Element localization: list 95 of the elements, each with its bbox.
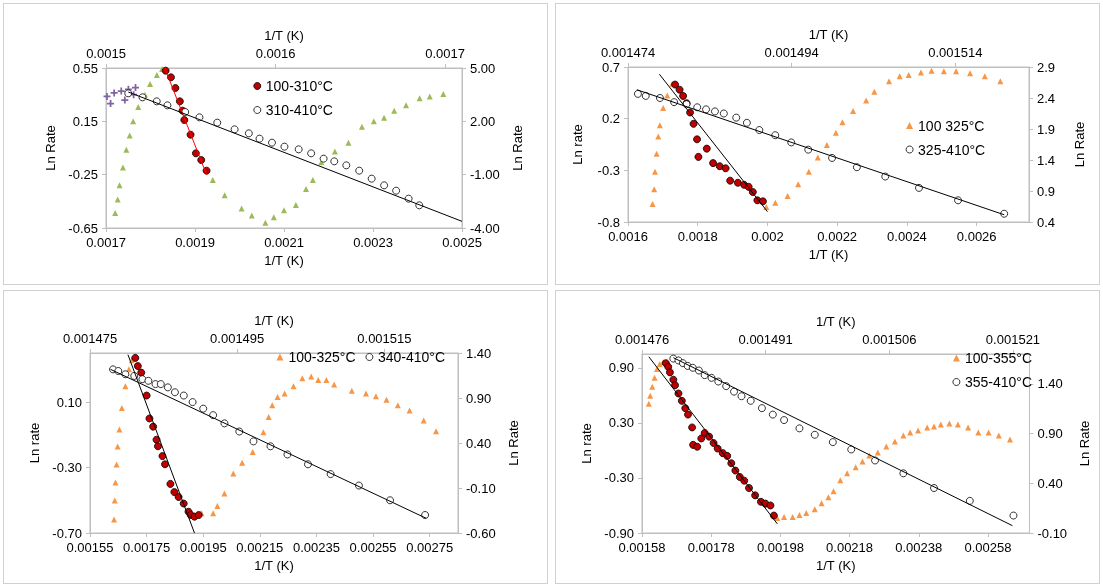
x2-tick-label: 0.001474 (600, 45, 656, 60)
x-axis-title: 1/T (K) (264, 253, 304, 268)
x-tick-label: 0.00275 (406, 540, 454, 555)
y-tick-label: -0.3 (597, 162, 620, 178)
x2-tick-label: 0.001506 (862, 332, 917, 347)
x-tick-label: 0.00215 (236, 540, 284, 555)
x2-tick-label: 0.001491 (738, 332, 793, 347)
y2-tick-label: 1.4 (1037, 152, 1056, 168)
x-tick-label: 0.00175 (123, 540, 171, 555)
x2-tick-label: 0.001494 (764, 45, 819, 60)
y-tick-label: 0.2 (601, 111, 620, 127)
legend-label: 355-410°C (964, 374, 1033, 390)
x-tick-label: 0.00218 (826, 540, 874, 555)
x2-tick-label: 0.0017 (425, 46, 465, 61)
y-tick-label: -0.8 (597, 214, 620, 230)
y-tick-label: 0.15 (72, 113, 98, 129)
x2-axis-title: 1/T (K) (815, 314, 856, 330)
y2-tick-label: 0.90 (1037, 426, 1063, 442)
x-tick-label: 0.0016 (608, 229, 648, 244)
legend-label: 310-410°C (265, 102, 333, 118)
x-axis-title: 1/T (K) (254, 558, 294, 573)
x2-tick-label: 0.0015 (86, 46, 126, 61)
x-tick-label: 0.00158 (618, 540, 666, 555)
y-tick-label: -0.30 (604, 470, 634, 486)
y2-tick-label: 1.9 (1037, 121, 1056, 137)
x-axis-title: 1/T (K) (815, 558, 856, 573)
x2-tick-label: 0.001521 (985, 332, 1041, 347)
x2-tick-label: 0.001515 (357, 331, 412, 346)
x-tick-label: 0.00255 (349, 540, 397, 555)
legend-label: 100-325°C (288, 349, 356, 365)
y2-tick-label: 2.00 (470, 113, 496, 129)
y2-axis-title: Ln Rate (1077, 420, 1092, 467)
y-tick-label: 0.55 (72, 60, 98, 76)
y2-tick-label: 5.00 (470, 60, 496, 76)
x-tick-label: 0.0023 (353, 235, 393, 250)
x2-axis-title: 1/T (K) (254, 313, 294, 329)
x-tick-label: 0.0025 (442, 235, 482, 250)
y-axis-title: Ln rate (570, 124, 585, 165)
y2-tick-label: -1.00 (470, 167, 500, 183)
y2-tick-label: 0.40 (1037, 475, 1063, 491)
y2-tick-label: 0.90 (466, 390, 492, 406)
legend-label: 100-310°C (265, 78, 333, 94)
legend-label: 340-410°C (377, 349, 446, 365)
y2-tick-label: 0.40 (466, 435, 492, 451)
x-tick-label: 0.0021 (264, 235, 304, 250)
y-tick-label: -0.70 (52, 525, 82, 541)
y2-tick-label: -0.60 (466, 525, 496, 541)
x-tick-label: 0.00235 (292, 540, 340, 555)
x-tick-label: 0.00155 (66, 540, 114, 555)
legend-label: 100 325°C (918, 117, 985, 134)
x2-axis-title: 1/T (K) (808, 27, 849, 43)
x-tick-label: 0.00198 (756, 540, 804, 555)
x-tick-label: 0.0017 (86, 235, 126, 250)
y-axis-title: Ln rate (27, 422, 43, 464)
y-tick-label: 0.90 (608, 360, 634, 376)
y-tick-label: -0.25 (68, 167, 98, 183)
x-tick-label: 0.00258 (964, 540, 1012, 555)
y2-axis-title: Ln Rate (505, 420, 521, 466)
y2-tick-label: 0.4 (1037, 214, 1056, 230)
x-tick-label: 0.0018 (677, 229, 718, 244)
y-tick-label: 0.10 (56, 394, 82, 410)
legend-label: 100-355°C (964, 350, 1033, 366)
y2-axis-title: Ln Rate (509, 125, 525, 171)
x2-tick-label: 0.001495 (210, 331, 265, 346)
x-tick-label: 0.00195 (179, 540, 227, 555)
x-tick-label: 0.0024 (887, 229, 927, 244)
x2-tick-label: 0.0016 (255, 46, 296, 61)
x-tick-label: 0.00238 (895, 540, 943, 555)
y-tick-label: -0.65 (68, 220, 98, 236)
x-axis-title: 1/T (K) (808, 247, 849, 262)
y-axis-title: Ln rate (579, 423, 595, 464)
y-axis-title: Ln Rate (43, 125, 59, 171)
y2-tick-label: -0.10 (466, 480, 496, 496)
x2-tick-label: 0.001475 (62, 331, 118, 346)
y2-tick-label: -0.10 (1037, 525, 1068, 541)
x-tick-label: 0.00178 (687, 540, 735, 555)
y2-tick-label: 1.40 (466, 345, 492, 361)
y-tick-label: 0.30 (608, 415, 634, 431)
x-tick-label: 0.0022 (817, 229, 858, 244)
y2-tick-label: 0.9 (1037, 183, 1056, 199)
x2-tick-label: 0.001476 (614, 332, 670, 347)
x-tick-label: 0.002 (751, 229, 784, 244)
y2-axis-title: Ln Rate (1072, 121, 1087, 168)
x2-tick-label: 0.001514 (928, 45, 983, 60)
y-tick-label: -0.30 (52, 460, 82, 476)
legend-label: 325-410°C (918, 141, 986, 158)
x-tick-label: 0.0019 (175, 235, 215, 250)
y-tick-label: -0.90 (604, 525, 634, 541)
y2-tick-label: 1.40 (1037, 376, 1063, 392)
y2-tick-label: -4.00 (470, 220, 500, 236)
y2-tick-label: 2.4 (1037, 90, 1056, 106)
x-tick-label: 0.0026 (956, 229, 997, 244)
x2-axis-title: 1/T (K) (264, 28, 304, 44)
y2-tick-label: 2.9 (1037, 59, 1056, 75)
y-tick-label: 0.7 (601, 59, 620, 75)
